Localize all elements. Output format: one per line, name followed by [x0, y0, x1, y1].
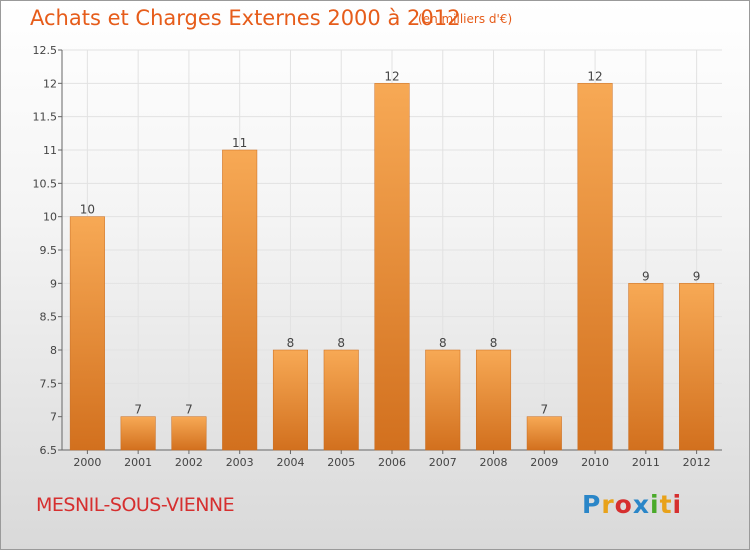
y-tick-label: 6.5: [40, 444, 58, 457]
bar-2005: [323, 349, 359, 451]
x-tick-label-2001: 2001: [124, 456, 152, 469]
data-label-2012: 9: [693, 269, 701, 283]
bar-2001: [120, 416, 156, 451]
data-label-2005: 8: [337, 336, 345, 350]
data-label-2011: 9: [642, 269, 650, 283]
bar-2006: [374, 83, 410, 451]
x-tick-label-2012: 2012: [683, 456, 711, 469]
logo-letter: P: [582, 490, 602, 519]
proxiti-logo: Proxiti: [582, 490, 682, 519]
x-tick-label-2009: 2009: [530, 456, 558, 469]
bar-2000: [69, 216, 105, 451]
bar-2007: [425, 349, 461, 451]
data-labels: 10 7 7 11 8 8 12 8 8 7 12 9 9: [80, 69, 701, 416]
logo-letter: x: [632, 490, 650, 519]
y-tick-label: 10: [43, 211, 57, 224]
chart-subtitle: (en milliers d'€): [418, 12, 513, 26]
logo-letter: i: [650, 490, 660, 519]
bar-2011: [628, 283, 664, 451]
data-label-2001: 7: [134, 403, 142, 417]
data-label-2010: 12: [587, 69, 602, 83]
y-tick-label: 12: [43, 77, 57, 90]
y-tick-label: 7: [50, 411, 57, 424]
x-tick-label-2007: 2007: [429, 456, 457, 469]
x-tick-label-2011: 2011: [632, 456, 660, 469]
x-tick-label-2004: 2004: [276, 456, 304, 469]
logo-letter: o: [614, 490, 633, 519]
bar-2004: [272, 349, 308, 451]
data-label-2004: 8: [287, 336, 295, 350]
logo-letter: r: [601, 490, 615, 519]
x-tick-label-2002: 2002: [175, 456, 203, 469]
logo-letter: i: [672, 490, 683, 519]
bar-2002: [171, 416, 207, 451]
y-tick-label: 7.5: [40, 377, 58, 390]
y-tick-label: 8: [50, 344, 57, 357]
bar-2008: [476, 349, 512, 451]
data-label-2006: 12: [384, 69, 399, 83]
y-tick-label: 11: [43, 144, 57, 157]
y-tick-label: 8.5: [40, 311, 58, 324]
x-tick-label-2005: 2005: [327, 456, 355, 469]
data-label-2000: 10: [80, 203, 95, 217]
y-tick-label: 11.5: [33, 111, 58, 124]
place-name: MESNIL-SOUS-VIENNE: [36, 494, 235, 516]
bar-2003: [222, 149, 258, 451]
data-label-2007: 8: [439, 336, 447, 350]
x-tick-label-2006: 2006: [378, 456, 406, 469]
data-label-2009: 7: [540, 403, 548, 417]
bars: [69, 83, 715, 451]
x-tick-label-2010: 2010: [581, 456, 609, 469]
x-tick-label-2003: 2003: [226, 456, 254, 469]
y-tick-label: 10.5: [33, 177, 58, 190]
data-label-2002: 7: [185, 403, 193, 417]
data-label-2003: 11: [232, 136, 247, 150]
y-tick-label: 12.5: [33, 44, 58, 57]
data-label-2008: 8: [490, 336, 498, 350]
bar-2009: [526, 416, 562, 451]
axes: 6.5 7 7.5 8 8.5 9 9.5 10 10.5 11 11.5 12 12.5 2000 200…: [33, 44, 722, 469]
chart-title: Achats et Charges Externes 2000 à 2012: [30, 6, 461, 30]
y-tick-label: 9.5: [40, 244, 58, 257]
logo-letter: t: [659, 490, 673, 519]
bar-2010: [577, 83, 613, 451]
bar-2012: [679, 283, 715, 451]
y-tick-label: 9: [50, 277, 57, 290]
x-tick-label-2008: 2008: [480, 456, 508, 469]
x-tick-label-2000: 2000: [73, 456, 101, 469]
